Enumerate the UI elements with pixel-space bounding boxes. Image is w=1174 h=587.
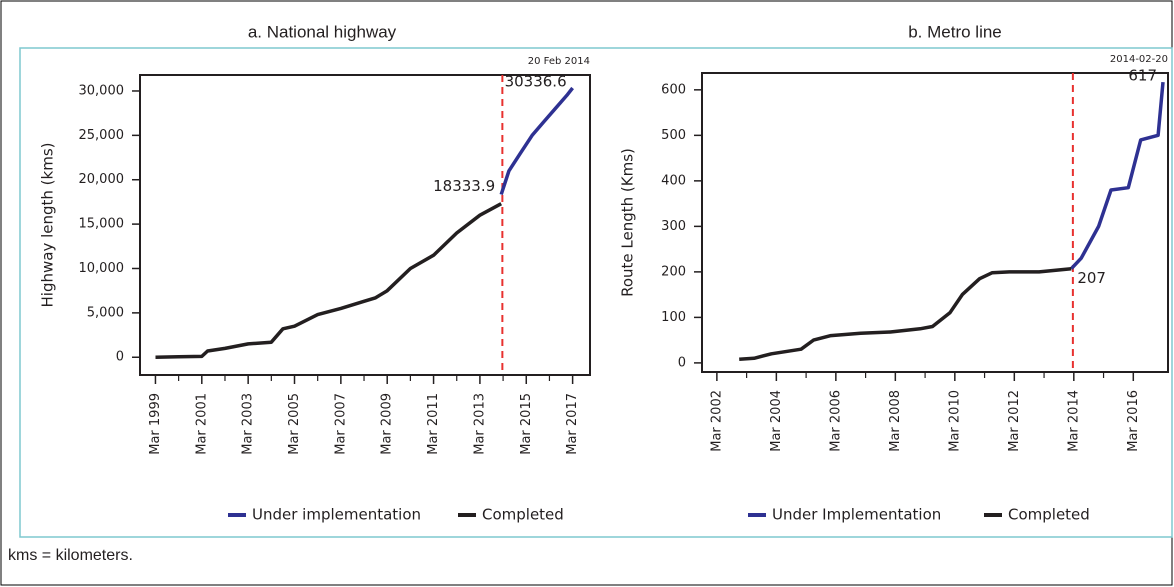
- y-tick-label: 300: [661, 219, 686, 234]
- y-tick-label: 10,000: [79, 261, 125, 276]
- x-tick-label: Mar 2008: [888, 390, 903, 452]
- x-tick-label: Mar 2010: [947, 390, 962, 452]
- x-tick-label: Mar 2016: [1126, 390, 1141, 452]
- plot-frame: [139, 74, 591, 376]
- x-tick-label: Mar 2012: [1007, 390, 1022, 452]
- plot-frame: [701, 72, 1169, 373]
- x-tick-label: Mar 2015: [519, 393, 534, 455]
- series-line: [155, 202, 503, 359]
- footnote: kms = kilometers.: [8, 547, 133, 564]
- x-tick-label: Mar 2014: [1066, 390, 1081, 452]
- reference-label: 2014-02-20: [1110, 54, 1168, 65]
- value-label: 18333.9: [433, 177, 495, 195]
- x-tick-label: Mar 2003: [241, 393, 256, 455]
- x-tick-label: Mar 2002: [709, 390, 724, 452]
- x-tick-label: Mar 2007: [333, 393, 348, 455]
- y-tick-label: 500: [661, 128, 686, 143]
- y-tick-label: 30,000: [79, 83, 125, 98]
- value-label: 207: [1077, 269, 1106, 287]
- y-tick-label: 20,000: [79, 172, 125, 187]
- x-tick-label: Mar 2001: [194, 393, 209, 455]
- series-line: [739, 266, 1072, 362]
- x-tick-label: Mar 2013: [472, 393, 487, 455]
- series-line: [1070, 81, 1165, 270]
- y-tick-label: 0: [116, 350, 124, 365]
- x-tick-label: Mar 2004: [769, 390, 784, 452]
- y-tick-label: 200: [661, 264, 686, 279]
- value-label: 30336.6: [505, 72, 567, 90]
- y-tick-label: 15,000: [79, 217, 125, 232]
- chart-title: b. Metro line: [908, 22, 1002, 41]
- x-tick-label: Mar 1999: [148, 393, 163, 455]
- inner-frame: [19, 47, 1173, 538]
- legend-label: Completed: [1008, 506, 1090, 524]
- y-axis-label: Highway length (kms): [39, 143, 57, 308]
- x-tick-label: Mar 2011: [426, 393, 441, 455]
- y-tick-label: 600: [661, 82, 686, 97]
- series-line: [499, 86, 574, 196]
- y-tick-label: 400: [661, 173, 686, 188]
- y-tick-label: 100: [661, 310, 686, 325]
- x-tick-label: Mar 2006: [828, 390, 843, 452]
- y-tick-label: 5,000: [87, 305, 124, 320]
- x-tick-label: Mar 2009: [380, 393, 395, 455]
- legend-label: Under Implementation: [772, 506, 941, 524]
- x-tick-label: Mar 2005: [287, 393, 302, 455]
- y-tick-label: 25,000: [79, 128, 125, 143]
- legend-label: Completed: [482, 506, 564, 524]
- reference-label: 20 Feb 2014: [528, 56, 590, 67]
- y-tick-label: 0: [678, 355, 686, 370]
- y-axis-label: Route Length (Kms): [619, 148, 637, 297]
- value-label: 617: [1128, 67, 1157, 85]
- chart-title: a. National highway: [248, 22, 397, 41]
- legend-label: Under implementation: [252, 506, 421, 524]
- x-tick-label: Mar 2017: [565, 393, 580, 455]
